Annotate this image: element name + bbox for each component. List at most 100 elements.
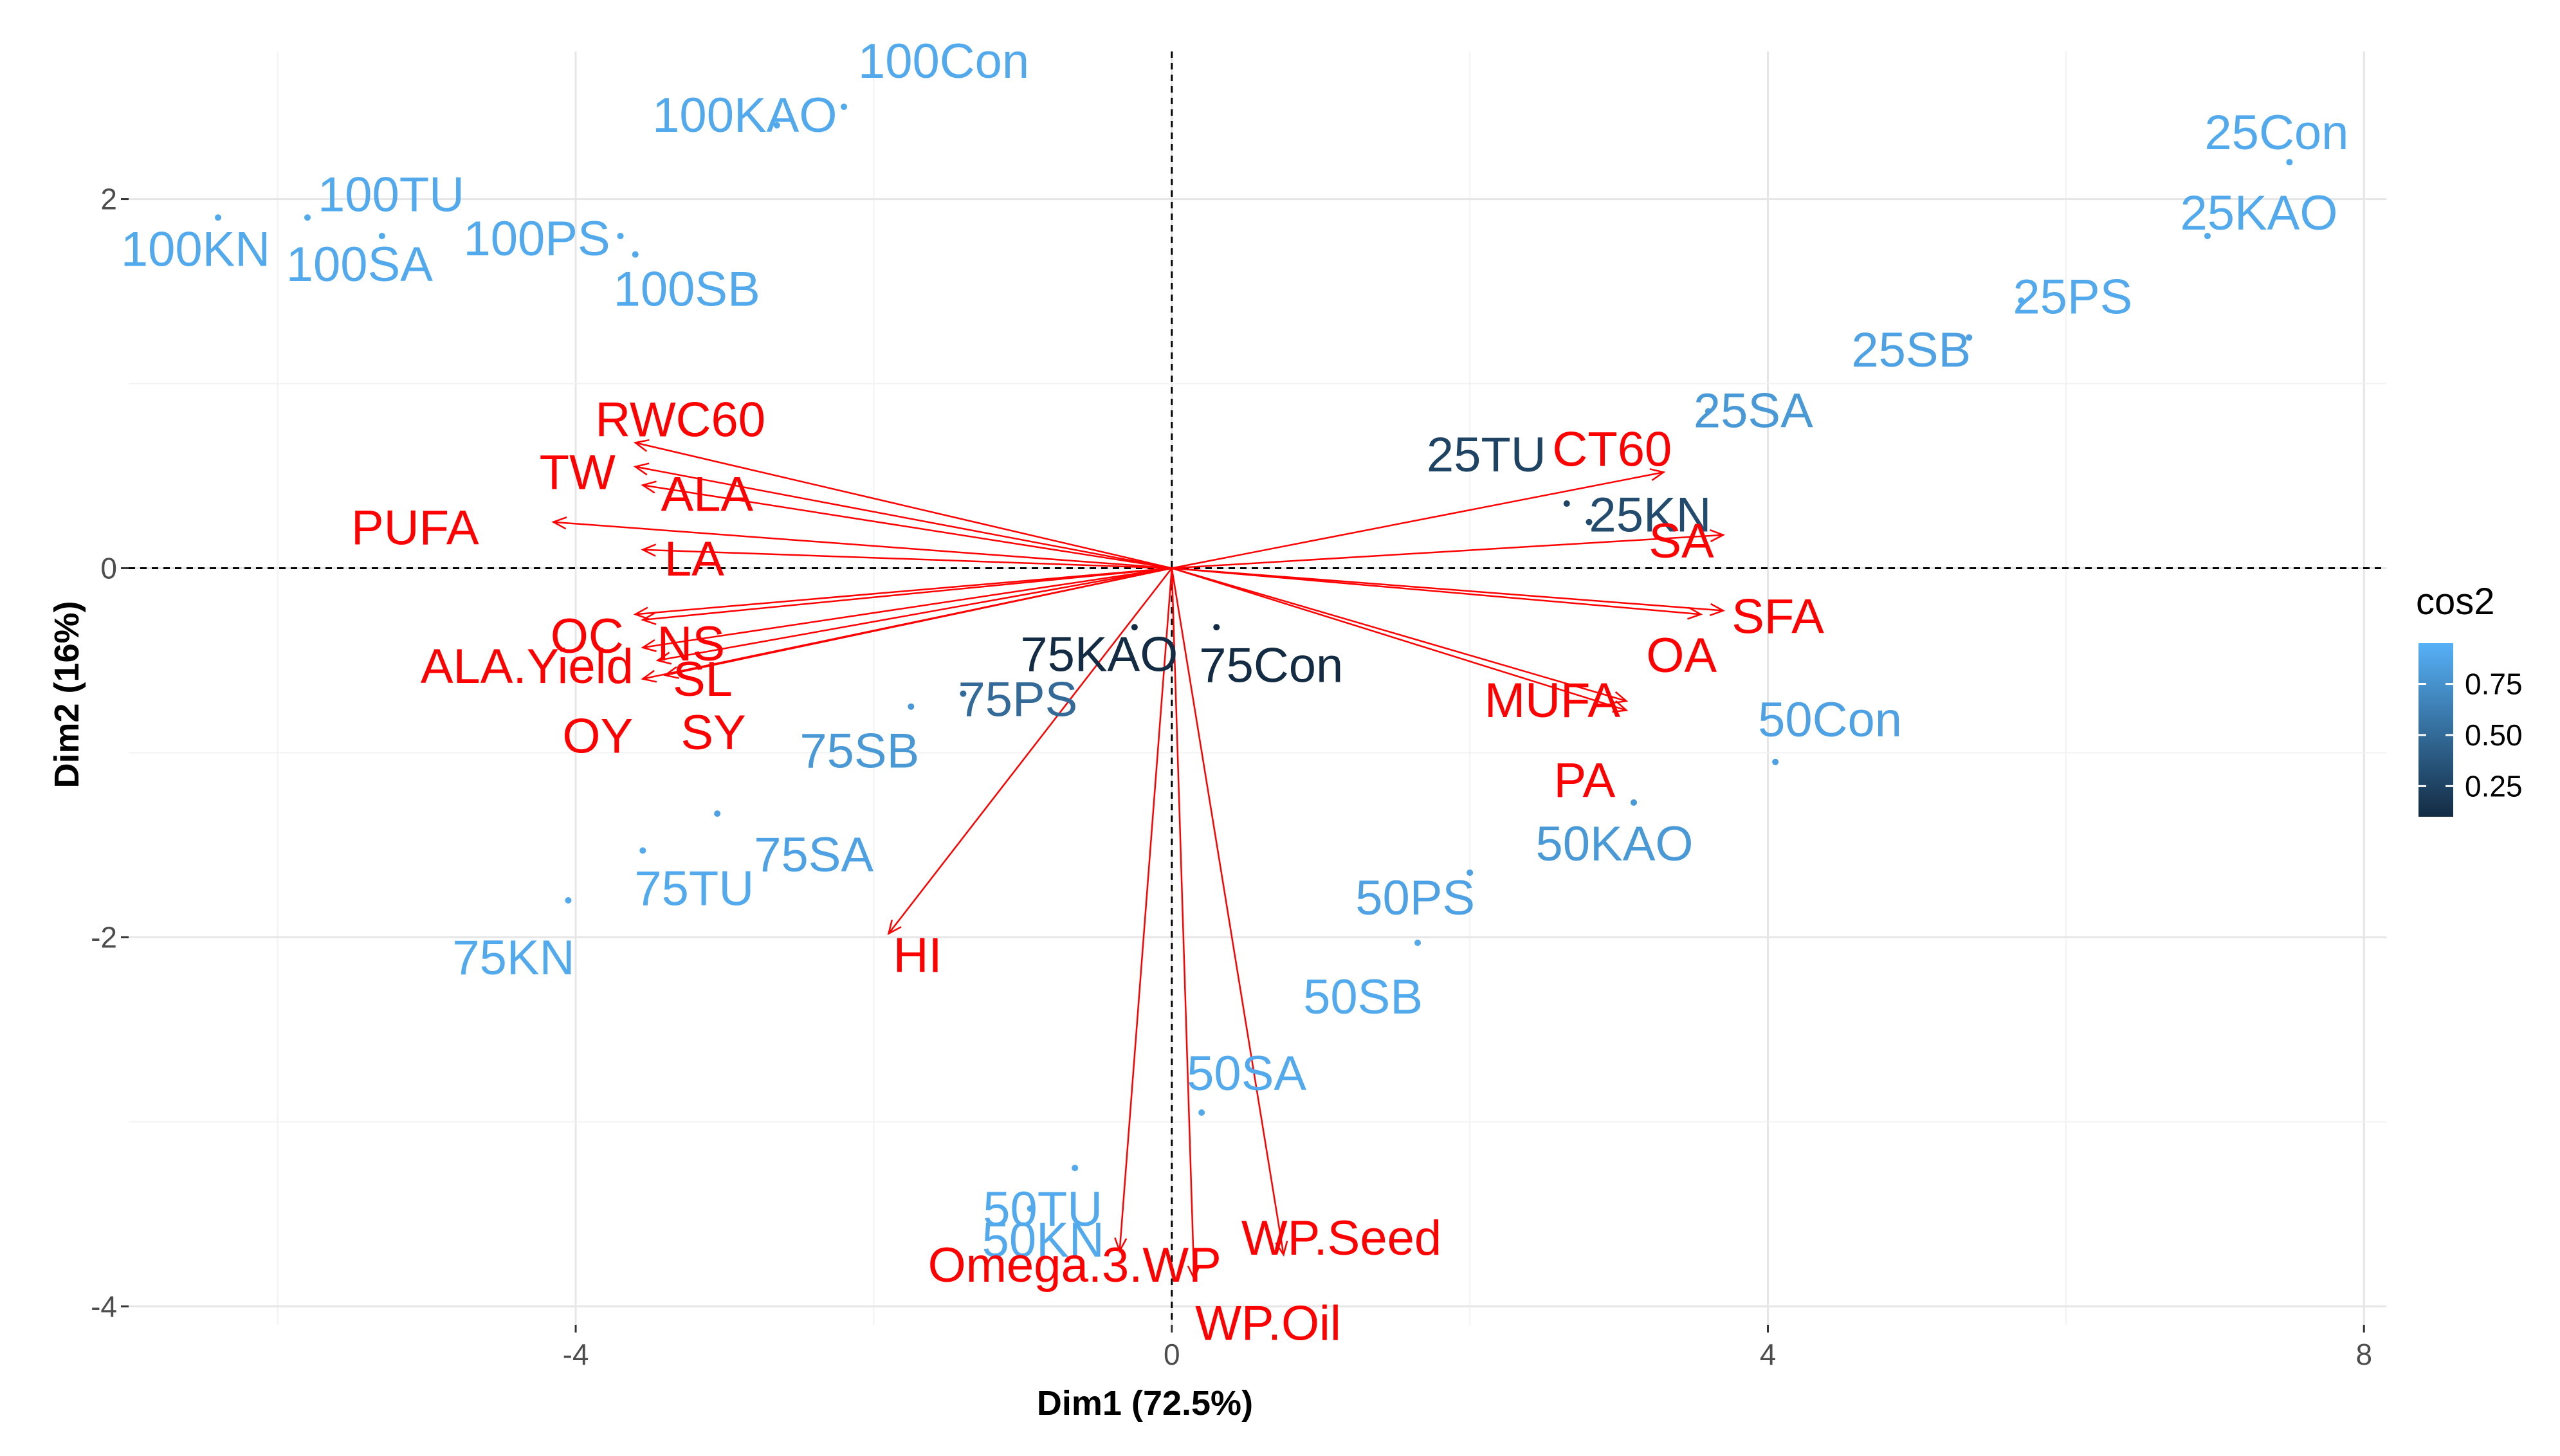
variable-arrow-ALA bbox=[643, 484, 1172, 569]
individual-point-75PS bbox=[960, 690, 967, 697]
variable-arrowhead-OA bbox=[1687, 606, 1703, 620]
variable-label-WP.Oil: WP.Oil bbox=[1195, 1296, 1341, 1351]
individual-label-50KN: 50KN bbox=[982, 1213, 1104, 1268]
axes: -4 0 4 8 -4 -2 0 2 bbox=[91, 51, 2386, 1371]
individual-label-100KAO: 100KAO bbox=[652, 88, 837, 143]
variable-arrowhead-ALA.Yield bbox=[641, 639, 657, 652]
variable-arrow-LA bbox=[643, 549, 1172, 569]
individual-label-25SB: 25SB bbox=[1851, 323, 1971, 378]
variable-label-OA: OA bbox=[1646, 628, 1717, 683]
individual-point-50TU bbox=[1072, 1165, 1079, 1172]
variable-arrowhead-HI bbox=[887, 919, 902, 936]
individual-point-25Con bbox=[2286, 159, 2293, 166]
variable-arrowhead-PUFA bbox=[551, 516, 567, 530]
individual-points bbox=[215, 104, 2293, 1212]
y-tick-label: -4 bbox=[91, 1289, 117, 1323]
variable-arrow-Omega.3.WP bbox=[1119, 568, 1173, 1251]
variable-arrowhead-SFA bbox=[1709, 603, 1726, 617]
variable-label-TW: TW bbox=[540, 446, 616, 500]
variable-arrowhead-LA bbox=[641, 543, 657, 557]
variable-label-MUFA: MUFA bbox=[1485, 673, 1620, 728]
individual-label-50TU: 50TU bbox=[983, 1182, 1102, 1237]
variable-label-HI: HI bbox=[893, 929, 942, 983]
legend: cos2 0.75 0.50 0.25 bbox=[2416, 581, 2523, 817]
variable-label-WP.Seed: WP.Seed bbox=[1241, 1211, 1441, 1266]
legend-title: cos2 bbox=[2416, 581, 2495, 623]
variable-label-PUFA: PUFA bbox=[351, 501, 479, 556]
variable-label-PA: PA bbox=[1554, 753, 1616, 808]
individual-point-75TU bbox=[639, 847, 646, 854]
individual-point-25KN bbox=[1586, 518, 1593, 525]
individual-point-75KN bbox=[565, 897, 572, 904]
variable-arrowhead-CT60 bbox=[1649, 468, 1666, 481]
individual-label-50SB: 50SB bbox=[1303, 970, 1423, 1024]
variable-label-CT60: CT60 bbox=[1552, 422, 1672, 477]
variable-arrowhead-PA bbox=[1612, 700, 1629, 713]
individual-point-50SB bbox=[1414, 940, 1422, 946]
individual-label-50PS: 50PS bbox=[1355, 871, 1475, 925]
y-tick-label: 0 bbox=[100, 551, 117, 585]
individual-point-25KAO bbox=[2204, 232, 2211, 239]
individual-point-100TU bbox=[304, 214, 311, 221]
x-tick-label: 4 bbox=[1760, 1338, 1777, 1371]
variable-arrowhead-OC bbox=[633, 606, 649, 620]
individual-label-75SB: 75SB bbox=[800, 724, 919, 779]
individual-point-50PS bbox=[1467, 869, 1474, 876]
variable-arrow-OC bbox=[635, 567, 1172, 615]
variable-arrowhead-SL bbox=[655, 651, 672, 665]
variable-arrows bbox=[551, 439, 1726, 1281]
individual-point-50KN bbox=[1027, 1205, 1034, 1212]
x-tick-label: 8 bbox=[2355, 1338, 2372, 1371]
individual-label-75KN: 75KN bbox=[452, 931, 574, 985]
variable-arrow-TW bbox=[635, 466, 1173, 569]
individual-label-25TU: 25TU bbox=[1427, 428, 1546, 482]
variable-label-SA: SA bbox=[1649, 514, 1714, 569]
variable-label-OC: OC bbox=[551, 609, 624, 664]
variable-arrowhead-WP.Oil bbox=[1187, 1265, 1201, 1281]
individual-point-25SA bbox=[1705, 408, 1712, 415]
legend-tick-label: 0.50 bbox=[2465, 718, 2523, 752]
individual-label-75TU: 75TU bbox=[634, 862, 754, 916]
individual-label-100TU: 100TU bbox=[318, 167, 464, 222]
individual-point-25PS bbox=[2018, 297, 2025, 304]
variable-arrowhead-WP.Seed bbox=[1275, 1241, 1288, 1257]
individual-label-25Con: 25Con bbox=[2204, 105, 2348, 160]
individual-point-100KN bbox=[215, 214, 222, 221]
individual-point-75KAO bbox=[1131, 624, 1138, 631]
variable-arrow-ALA.Yield bbox=[643, 567, 1172, 649]
individual-label-25KN: 25KN bbox=[1589, 488, 1711, 543]
individual-point-50KAO bbox=[1631, 799, 1637, 806]
individual-label-75Con: 75Con bbox=[1199, 638, 1343, 693]
variable-arrowhead-ALA bbox=[641, 480, 657, 494]
variable-arrow-SL bbox=[657, 567, 1173, 662]
individual-label-100Con: 100Con bbox=[858, 34, 1029, 89]
variable-label-Omega.3.WP: Omega.3.WP bbox=[928, 1238, 1221, 1293]
variable-arrow-WP.Seed bbox=[1171, 568, 1285, 1255]
individual-point-100KAO bbox=[773, 122, 780, 129]
variable-arrow-HI bbox=[888, 567, 1173, 934]
variable-arrow-WP.Oil bbox=[1171, 568, 1195, 1279]
individual-label-75PS: 75PS bbox=[958, 673, 1077, 727]
individual-label-75SA: 75SA bbox=[754, 828, 873, 882]
individual-label-100SA: 100SA bbox=[286, 237, 433, 292]
individual-point-75SB bbox=[908, 703, 915, 710]
variable-arrow-CT60 bbox=[1171, 471, 1664, 569]
variable-arrowhead-Omega.3.WP bbox=[1114, 1237, 1128, 1253]
variable-arrow-SY bbox=[664, 567, 1173, 677]
individual-label-25SA: 25SA bbox=[1694, 384, 1813, 439]
x-tick-label: -4 bbox=[563, 1338, 589, 1371]
individual-point-25TU bbox=[1563, 500, 1570, 507]
variable-label-ALA.Yield: ALA.Yield bbox=[421, 639, 634, 694]
legend-ticks: 0.75 0.50 0.25 bbox=[2418, 668, 2523, 803]
variable-label-ALA: ALA bbox=[661, 467, 753, 522]
variable-label-SY: SY bbox=[681, 705, 745, 760]
individual-point-25SB bbox=[1966, 334, 1973, 341]
variable-label-SFA: SFA bbox=[1732, 589, 1824, 644]
variable-arrow-MUFA bbox=[1171, 567, 1627, 702]
variable-label-LA: LA bbox=[664, 532, 724, 587]
variable-arrowhead-TW bbox=[633, 462, 650, 476]
variable-label-OY: OY bbox=[562, 709, 633, 764]
individual-point-75SA bbox=[714, 810, 721, 817]
